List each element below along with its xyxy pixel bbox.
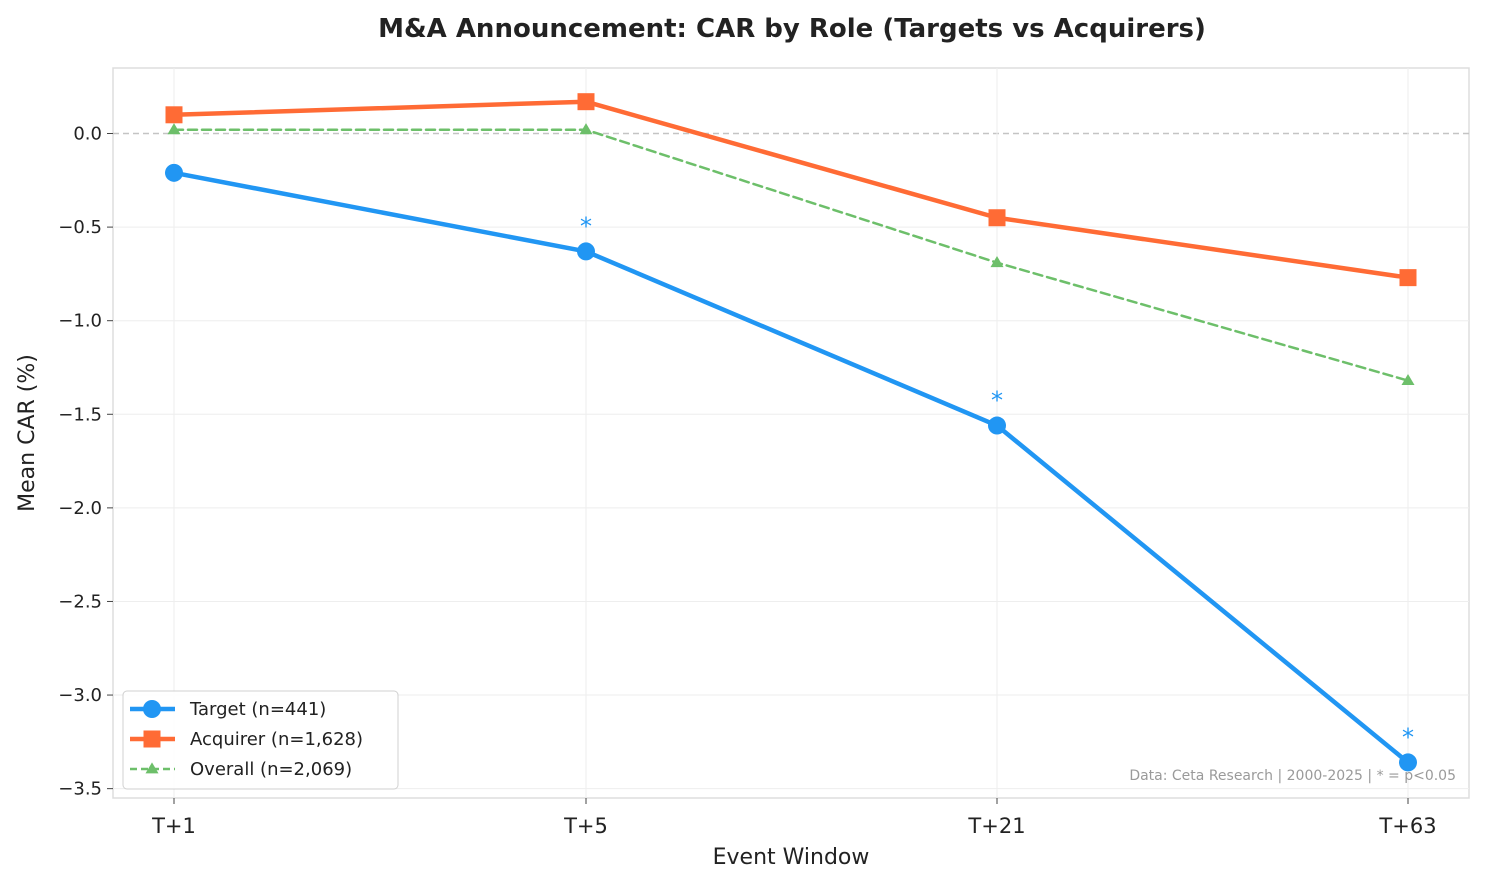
data-point bbox=[577, 242, 595, 261]
x-tick-label: T+63 bbox=[1378, 814, 1436, 838]
legend: Target (n=441) Acquirer (n=1,628) Overall … bbox=[122, 690, 399, 790]
significance-markers: * * * bbox=[580, 212, 1414, 751]
legend-marker bbox=[143, 730, 161, 748]
legend-marker bbox=[143, 700, 161, 718]
y-tick-label: −2.0 bbox=[58, 498, 102, 519]
data-point bbox=[167, 123, 181, 135]
y-tick-label: −2.5 bbox=[58, 591, 102, 612]
data-point bbox=[1399, 269, 1417, 287]
y-tick-label: −1.5 bbox=[58, 404, 102, 425]
series-line bbox=[172, 128, 1410, 382]
y-tick-label: −1.0 bbox=[58, 311, 102, 332]
legend-marker bbox=[145, 762, 159, 774]
data-point bbox=[165, 106, 183, 124]
legend-label: Acquirer (n=1,628) bbox=[190, 729, 363, 750]
series-triangle bbox=[167, 123, 1415, 386]
y-tick-label: −3.5 bbox=[58, 779, 102, 800]
series-square bbox=[165, 93, 1417, 287]
significance-asterisk: * bbox=[1402, 723, 1414, 751]
x-tick-label: T+21 bbox=[967, 814, 1025, 838]
legend-entry: Acquirer (n=1,628) bbox=[130, 729, 363, 750]
data-point bbox=[1401, 373, 1415, 386]
legend-entry: Overall (n=2,069) bbox=[130, 759, 352, 780]
legend-entry: Target (n=441) bbox=[130, 699, 326, 720]
y-tick-label: −3.0 bbox=[58, 685, 102, 706]
data-source-note: Data: Ceta Research | 2000-2025 | * = p<… bbox=[1129, 768, 1456, 784]
legend-box bbox=[122, 690, 399, 790]
chart-title: M&A Announcement: CAR by Role (Targets v… bbox=[378, 14, 1206, 44]
data-point bbox=[579, 123, 593, 135]
data-point bbox=[988, 416, 1006, 435]
significance-asterisk: * bbox=[991, 387, 1003, 415]
x-axis: T+1 T+5 T+21 T+63 bbox=[151, 798, 1437, 838]
x-tick-label: T+1 bbox=[151, 814, 196, 838]
data-point bbox=[577, 93, 595, 111]
series-line bbox=[171, 99, 1411, 280]
data-point bbox=[988, 209, 1006, 227]
significance-asterisk: * bbox=[580, 212, 592, 240]
series-group bbox=[165, 93, 1417, 772]
x-axis-label: Event Window bbox=[713, 845, 870, 870]
plot-area bbox=[112, 67, 1470, 799]
y-tick-label: −0.5 bbox=[58, 217, 102, 238]
y-axis-label: Mean CAR (%) bbox=[15, 354, 40, 512]
data-point bbox=[1399, 753, 1417, 772]
data-point bbox=[165, 163, 183, 182]
legend-label: Target (n=441) bbox=[189, 699, 326, 720]
x-tick-label: T+5 bbox=[563, 814, 608, 838]
grid bbox=[113, 68, 1469, 798]
series-line bbox=[171, 170, 1411, 765]
y-axis: 0.0 −0.5 −1.0 −1.5 −2.0 −2.5 −3.0 −3.5 bbox=[58, 124, 113, 800]
y-tick-label: 0.0 bbox=[73, 124, 102, 145]
legend-label: Overall (n=2,069) bbox=[190, 759, 352, 780]
series-circle bbox=[165, 163, 1417, 772]
data-point bbox=[990, 256, 1004, 268]
